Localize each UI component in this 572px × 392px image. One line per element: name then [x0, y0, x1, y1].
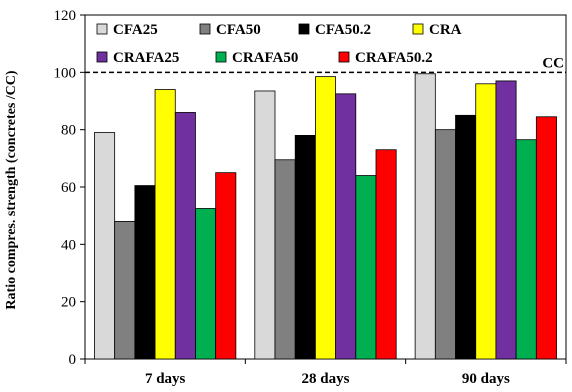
y-tick-label: 120 — [54, 8, 77, 24]
legend-label: CRA — [429, 22, 462, 38]
bar — [355, 175, 377, 360]
legend-label: CRAFA50 — [232, 50, 298, 66]
bar — [94, 132, 116, 360]
legend-label: CFA25 — [113, 22, 158, 38]
bar — [215, 172, 237, 360]
bar — [294, 134, 316, 360]
bar — [475, 83, 497, 360]
x-category-label: 90 days — [462, 371, 510, 387]
bar — [515, 139, 537, 360]
legend-label: CFA50.2 — [315, 22, 371, 38]
y-axis-title: Ratio compres. strength (concretes /CC) — [4, 70, 19, 309]
y-axis-title-group: Ratio compres. strength (concretes /CC) — [4, 70, 19, 309]
bar — [434, 129, 456, 360]
bar — [455, 114, 477, 360]
bar — [254, 90, 276, 360]
legend-swatch — [96, 23, 108, 35]
legend-swatch — [96, 51, 108, 63]
bar — [495, 80, 517, 360]
bar — [174, 112, 196, 360]
legend-swatch — [412, 23, 424, 35]
legend-swatch — [215, 51, 227, 63]
legend-swatch — [199, 23, 211, 35]
bar — [114, 220, 136, 360]
x-category-label: 28 days — [302, 371, 350, 387]
y-tick-label: 60 — [61, 180, 76, 196]
y-tick-label: 0 — [69, 352, 77, 368]
legend-label: CFA50 — [216, 22, 261, 38]
bar — [195, 208, 217, 360]
reference-line-label: CC — [542, 55, 564, 71]
bar — [335, 93, 357, 360]
bar — [154, 89, 176, 360]
x-category-label: 7 days — [145, 371, 186, 387]
bar — [535, 116, 557, 360]
legend-label: CRAFA25 — [113, 50, 179, 66]
y-tick-label: 40 — [61, 237, 76, 253]
y-tick-label: 20 — [61, 295, 76, 311]
bar — [314, 76, 336, 360]
bar — [414, 73, 436, 360]
legend-swatch — [298, 23, 310, 35]
y-tick-label: 100 — [54, 65, 77, 81]
bar — [375, 149, 397, 360]
bar — [134, 185, 156, 360]
bar — [274, 159, 296, 360]
y-tick-label: 80 — [61, 123, 76, 139]
plot-area: 0 20 40 60 80 100 120 7 days 28 days 90 days CC CFA… — [54, 8, 567, 387]
legend-swatch — [338, 51, 350, 63]
legend-label: CRAFA50.2 — [355, 50, 433, 66]
